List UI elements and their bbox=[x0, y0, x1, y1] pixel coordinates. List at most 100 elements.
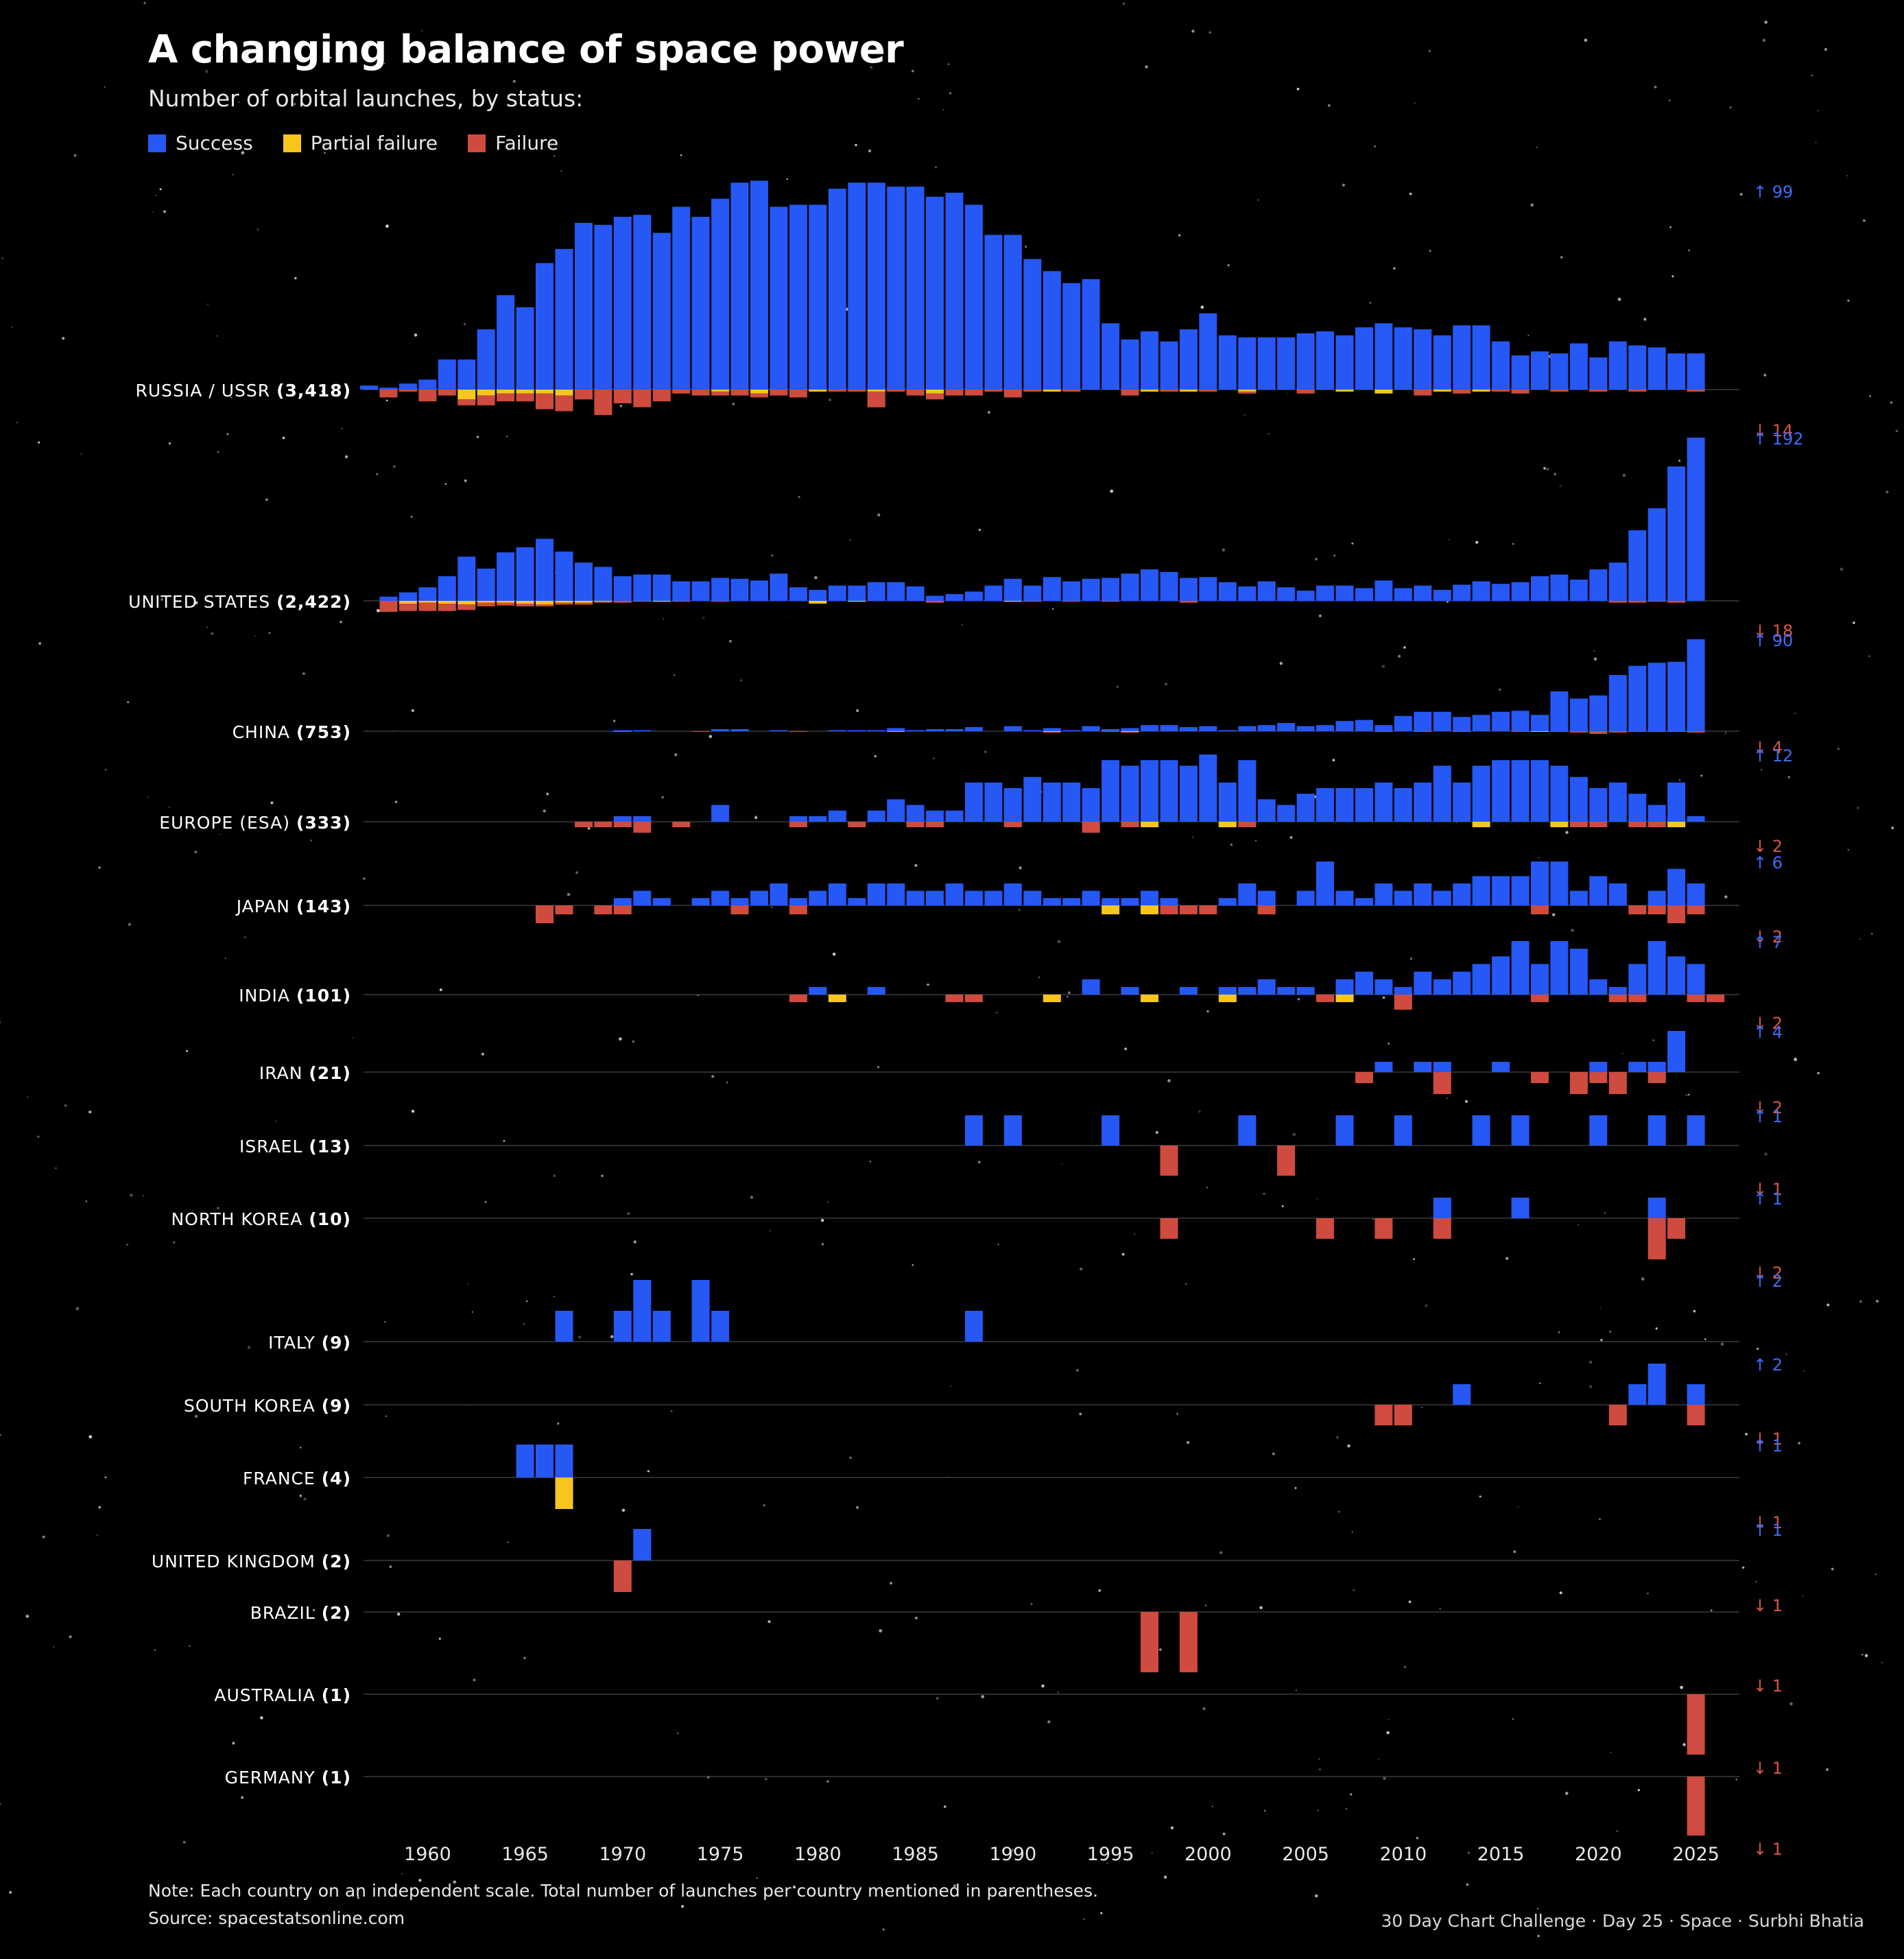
bar-success-russia-ussr-1994 bbox=[1082, 278, 1100, 390]
background-star bbox=[38, 441, 40, 444]
background-star bbox=[1678, 460, 1681, 462]
background-star bbox=[1552, 913, 1556, 916]
bar-failure-russia-ussr-2013 bbox=[1453, 390, 1471, 394]
background-star bbox=[270, 801, 274, 805]
bar-success-russia-ussr-1988 bbox=[964, 204, 983, 390]
country-name: FRANCE bbox=[243, 1469, 322, 1488]
bar-failure-iran-2012 bbox=[1433, 1072, 1451, 1094]
bar-success-united-states-2002 bbox=[1238, 586, 1257, 601]
bar-partial-japan-1995 bbox=[1102, 905, 1120, 914]
bar-success-japan-1976 bbox=[730, 898, 749, 905]
background-star bbox=[827, 1201, 829, 1203]
bar-success-japan-1983 bbox=[867, 883, 885, 905]
background-star bbox=[1414, 102, 1416, 104]
bar-success-india-2005 bbox=[1296, 986, 1315, 995]
background-star bbox=[1745, 1432, 1748, 1436]
background-star bbox=[1079, 1412, 1082, 1416]
bar-failure-russia-ussr-1973 bbox=[672, 390, 691, 394]
background-star bbox=[1369, 302, 1371, 304]
background-star bbox=[1876, 1300, 1879, 1303]
background-star bbox=[1219, 1551, 1223, 1554]
bar-success-russia-ussr-1968 bbox=[575, 222, 593, 390]
bar-partial-russia-ussr-1992 bbox=[1043, 390, 1061, 392]
bar-success-united-states-1974 bbox=[691, 581, 710, 601]
background-star bbox=[1881, 1662, 1883, 1663]
background-star bbox=[1558, 1331, 1560, 1333]
bar-success-united-states-1997 bbox=[1141, 569, 1158, 601]
country-label-iran: IRAN (21) bbox=[259, 1063, 351, 1083]
bar-partial-united-states-1967 bbox=[555, 601, 573, 603]
bar-success-japan-1990 bbox=[1003, 883, 1022, 905]
background-star bbox=[1259, 1606, 1263, 1610]
background-star bbox=[786, 615, 788, 617]
bar-success-china-2025 bbox=[1687, 639, 1705, 731]
bar-success-united-states-2018 bbox=[1550, 574, 1569, 601]
background-star bbox=[1846, 175, 1848, 177]
background-star bbox=[1350, 1793, 1353, 1796]
bar-failure-europe-esa-1973 bbox=[672, 822, 691, 827]
background-star bbox=[384, 1321, 386, 1323]
bar-success-china-2011 bbox=[1414, 711, 1432, 731]
bar-success-japan-2019 bbox=[1569, 890, 1588, 905]
bar-failure-japan-2017 bbox=[1531, 905, 1549, 914]
country-total: (9) bbox=[322, 1396, 351, 1416]
bar-failure-china-1995 bbox=[1102, 731, 1120, 732]
bar-partial-united-states-1964 bbox=[497, 601, 515, 603]
bar-success-china-2018 bbox=[1550, 691, 1569, 731]
country-name: RUSSIA / USSR bbox=[136, 381, 277, 401]
background-star bbox=[1863, 219, 1866, 222]
bar-success-europe-esa-1985 bbox=[906, 805, 925, 822]
background-star bbox=[1729, 106, 1732, 109]
background-star bbox=[1787, 776, 1791, 779]
background-star bbox=[647, 1470, 650, 1473]
bar-success-russia-ussr-1989 bbox=[984, 235, 1003, 390]
background-star bbox=[1110, 489, 1114, 493]
bar-success-united-states-1980 bbox=[809, 589, 827, 601]
bar-partial-united-states-1962 bbox=[457, 601, 476, 605]
bar-failure-russia-ussr-1991 bbox=[1023, 390, 1042, 392]
legend-item-failure: Failure bbox=[468, 132, 558, 154]
bar-success-europe-esa-1989 bbox=[984, 782, 1003, 822]
background-star bbox=[1847, 848, 1850, 851]
bar-success-india-1983 bbox=[867, 986, 885, 995]
background-star bbox=[1318, 1758, 1320, 1760]
bar-success-japan-1979 bbox=[789, 898, 807, 905]
bar-success-israel-2016 bbox=[1511, 1115, 1530, 1145]
background-star bbox=[464, 479, 467, 482]
background-star bbox=[392, 465, 396, 468]
bar-failure-russia-ussr-1958 bbox=[379, 390, 398, 398]
bar-success-japan-1997 bbox=[1141, 890, 1158, 905]
background-star bbox=[1811, 75, 1813, 77]
bar-success-united-states-1983 bbox=[867, 582, 885, 601]
bar-success-japan-2001 bbox=[1218, 898, 1237, 905]
background-star bbox=[299, 1495, 302, 1497]
country-total: (3,418) bbox=[276, 381, 351, 401]
bar-success-russia-ussr-2017 bbox=[1531, 351, 1549, 390]
background-star bbox=[126, 1244, 129, 1246]
bar-success-japan-2013 bbox=[1453, 883, 1471, 905]
bar-success-japan-2010 bbox=[1394, 890, 1412, 905]
background-star bbox=[1351, 1531, 1353, 1533]
country-label-china: CHINA (753) bbox=[233, 722, 351, 742]
background-star bbox=[1167, 1079, 1171, 1082]
background-star bbox=[1268, 433, 1270, 435]
bar-failure-china-2016 bbox=[1511, 731, 1530, 732]
background-star bbox=[273, 1888, 274, 1890]
country-name: NORTH KOREA bbox=[171, 1209, 309, 1229]
background-star bbox=[147, 796, 149, 798]
country-label-japan: JAPAN (143) bbox=[235, 897, 351, 916]
bar-failure-europe-esa-1994 bbox=[1082, 822, 1100, 833]
bar-success-china-1987 bbox=[945, 729, 964, 731]
bar-success-japan-1982 bbox=[848, 898, 866, 905]
bar-success-europe-esa-1987 bbox=[945, 810, 964, 822]
background-star bbox=[619, 405, 623, 407]
bar-partial-europe-esa-2014 bbox=[1472, 822, 1490, 827]
background-star bbox=[1209, 31, 1211, 34]
bar-failure-china-1992 bbox=[1043, 732, 1061, 733]
bar-success-united-states-2007 bbox=[1335, 585, 1354, 601]
x-tick-label-1975: 1975 bbox=[697, 1844, 744, 1865]
bar-failure-united-states-1965 bbox=[516, 604, 534, 606]
bar-failure-japan-1970 bbox=[613, 905, 632, 914]
bar-success-europe-esa-2008 bbox=[1355, 788, 1373, 822]
bar-success-china-1985 bbox=[906, 730, 925, 731]
